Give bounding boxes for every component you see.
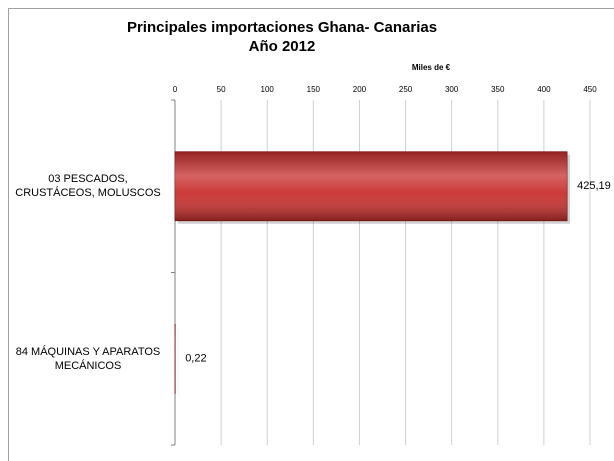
chart-title: Principales importaciones Ghana- Canaria…	[127, 19, 437, 36]
x-tick-label: 250	[399, 85, 413, 94]
chart-subtitle: Año 2012	[249, 38, 316, 55]
chart-frame	[8, 8, 614, 461]
x-tick-label: 400	[537, 85, 551, 94]
x-tick-label: 150	[307, 85, 321, 94]
y-tick-label: 03 PESCADOS, CRUSTÁCEOS, MOLUSCOS	[15, 173, 161, 200]
x-tick-label: 50	[217, 85, 226, 94]
x-tick-label: 300	[445, 85, 459, 94]
bar-highlight	[175, 151, 568, 221]
data-label: 0,22	[185, 353, 206, 365]
x-tick-label: 200	[353, 85, 367, 94]
x-tick-label: 0	[173, 85, 178, 94]
x-tick-label: 100	[261, 85, 275, 94]
x-tick-label: 350	[491, 85, 505, 94]
data-label: 425,19	[577, 180, 611, 192]
x-tick-label: 450	[583, 85, 597, 94]
y-tick-label: 84 MÁQUINAS Y APARATOS MECÁNICOS	[15, 345, 161, 372]
x-axis-label: Miles de €	[412, 63, 451, 72]
